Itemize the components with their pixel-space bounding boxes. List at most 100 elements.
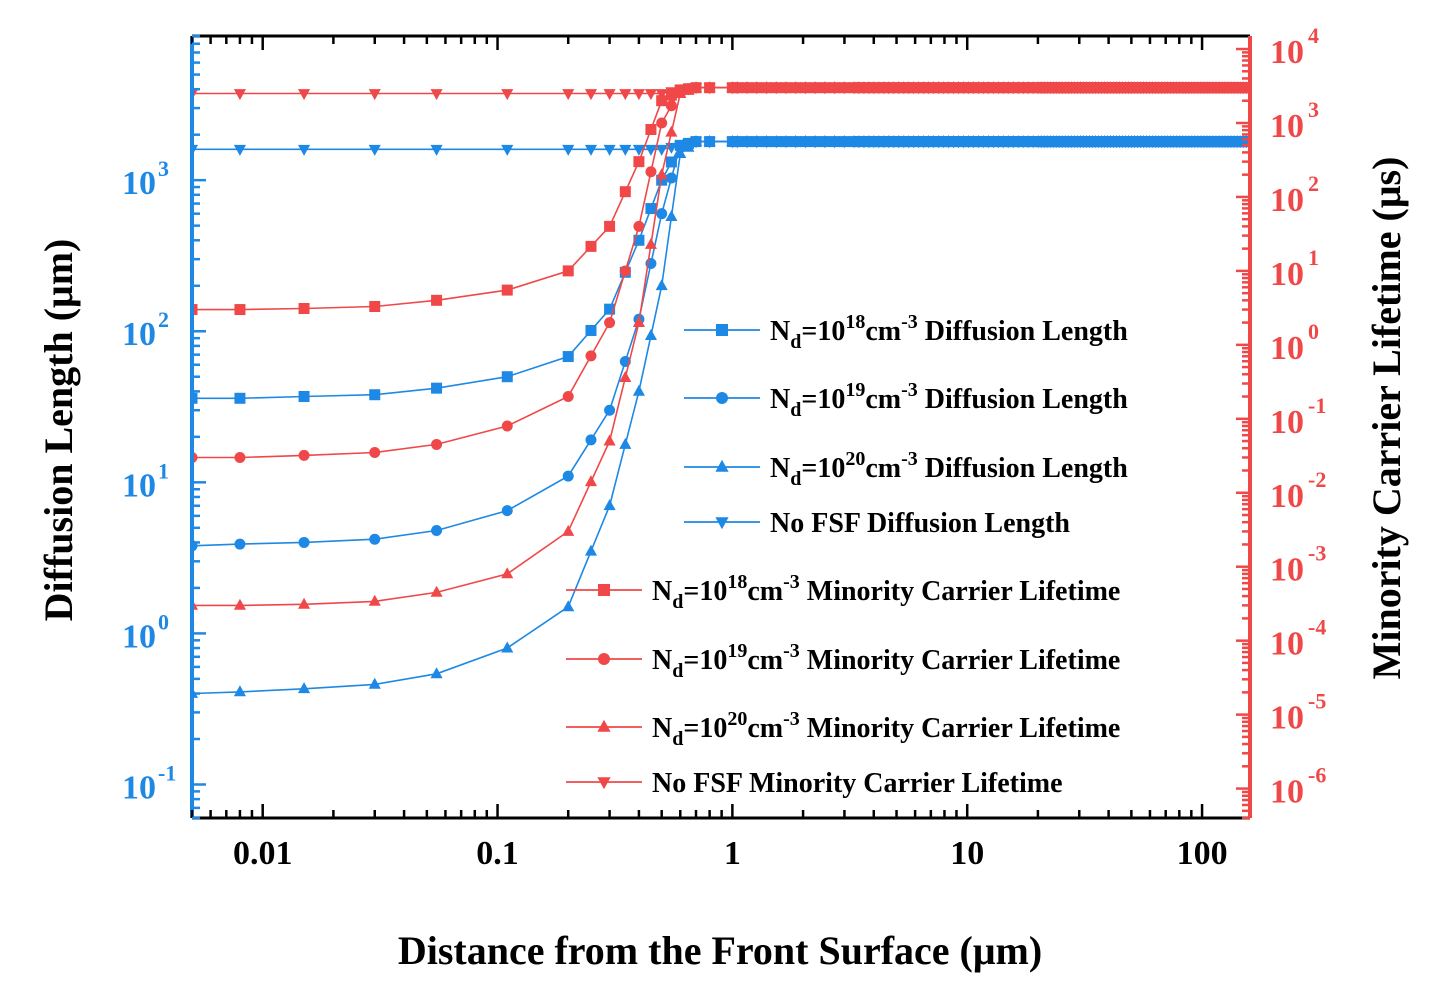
y-right-tick-label: 10	[1270, 552, 1304, 589]
legend-marker	[597, 719, 611, 732]
data-point	[779, 137, 793, 149]
x-tick-label: 100	[1177, 835, 1228, 872]
data-point	[584, 144, 598, 156]
data-point	[584, 89, 598, 101]
legend-marker	[716, 324, 728, 336]
data-point	[369, 389, 381, 401]
data-point	[619, 144, 632, 156]
data-point	[234, 392, 246, 404]
y-right-tick-exponent: 4	[1308, 23, 1319, 48]
legend-entry-8: No FSF Minority Carrier Lifetime	[566, 768, 1063, 799]
data-point	[585, 240, 597, 252]
legend-entry-4: No FSF Diffusion Length	[684, 508, 1070, 539]
data-point	[799, 83, 812, 95]
y-right-tick-exponent: -6	[1308, 763, 1326, 788]
legend-label: Nd=1018cm-3 Diffusion Length	[770, 311, 1128, 353]
data-point	[562, 351, 574, 363]
data-point	[430, 89, 443, 101]
y-right-tick-exponent: 3	[1308, 97, 1319, 122]
legend-label: Nd=1019cm-3 Diffusion Length	[770, 379, 1128, 421]
data-point	[665, 125, 678, 137]
y-left-tick-exponent: 2	[158, 307, 169, 332]
data-point	[501, 567, 514, 579]
data-point	[633, 220, 645, 232]
legend-label: Nd=1018cm-3 Minority Carrier Lifetime	[652, 571, 1120, 613]
y-right-tick-label: 10	[1270, 478, 1304, 515]
data-point	[655, 168, 668, 180]
series-3	[192, 134, 1250, 698]
data-point	[665, 100, 677, 112]
data-point	[645, 123, 657, 135]
data-point	[603, 89, 616, 101]
data-point	[603, 499, 616, 511]
data-point	[674, 140, 687, 152]
data-point	[297, 89, 311, 101]
y-right-tick-label: 10	[1270, 774, 1304, 811]
y-right-tick-label: 10	[1270, 256, 1304, 293]
data-point	[603, 434, 616, 446]
legend-entry-6: Nd=1019cm-3 Minority Carrier Lifetime	[566, 640, 1120, 682]
data-point	[619, 89, 632, 101]
legend-label: Nd=1019cm-3 Minority Carrier Lifetime	[652, 640, 1120, 682]
y-right-tick-label: 10	[1270, 330, 1304, 367]
data-point	[298, 303, 310, 315]
data-point	[369, 447, 381, 459]
data-point	[665, 156, 677, 168]
data-point	[750, 137, 763, 149]
y-right-tick-label: 10	[1270, 626, 1304, 663]
x-tick-label: 10	[950, 835, 984, 872]
data-point	[656, 174, 668, 186]
data-point	[632, 89, 645, 101]
data-point	[665, 172, 677, 184]
legend-marker	[716, 392, 728, 404]
legend-entry-3: Nd=1020cm-3 Diffusion Length	[684, 448, 1128, 490]
series-1	[192, 136, 1250, 404]
data-point	[682, 84, 695, 96]
data-point	[809, 83, 822, 95]
data-point	[632, 315, 645, 327]
data-point	[828, 83, 841, 95]
data-point	[656, 95, 668, 107]
data-point	[233, 685, 246, 697]
data-point	[838, 83, 851, 95]
x-tick-label: 0.01	[233, 835, 293, 872]
data-point	[298, 390, 310, 402]
y-left-tick-label: 10	[122, 618, 156, 655]
data-point	[682, 139, 695, 151]
data-point	[501, 641, 514, 653]
data-point	[655, 89, 668, 101]
data-point	[838, 137, 851, 149]
data-point	[619, 265, 631, 277]
y-axis-label-left: Diffusion Length (μm)	[36, 239, 81, 622]
data-point	[604, 317, 616, 329]
data-point	[655, 144, 668, 156]
data-point	[770, 137, 783, 149]
data-point	[562, 144, 575, 156]
data-point	[369, 300, 381, 312]
y-right-tick-label: 10	[1270, 34, 1304, 71]
data-point	[770, 83, 783, 95]
data-point	[233, 598, 246, 610]
data-point	[192, 304, 198, 316]
data-point	[501, 284, 513, 296]
y-axis-label-right: Minority Carrier Lifetime (μs)	[1364, 157, 1409, 680]
data-point	[789, 137, 802, 149]
legend-entry-1: Nd=1018cm-3 Diffusion Length	[684, 311, 1128, 353]
data-point	[644, 89, 657, 101]
data-point	[828, 137, 841, 149]
x-axis-label: Distance from the Front Surface (μm)	[398, 928, 1042, 973]
data-point	[760, 83, 773, 95]
data-point	[501, 89, 514, 101]
data-point	[233, 89, 246, 101]
data-point	[431, 438, 443, 450]
data-point	[297, 144, 311, 156]
legend: Nd=1018cm-3 Diffusion Length Nd=1019cm-3 …	[566, 311, 1128, 799]
data-point	[760, 137, 773, 149]
legend-marker	[597, 777, 611, 790]
data-point	[741, 137, 754, 149]
data-point	[731, 137, 744, 149]
data-point	[674, 85, 687, 97]
legend-marker	[715, 459, 729, 472]
data-point	[644, 144, 657, 156]
